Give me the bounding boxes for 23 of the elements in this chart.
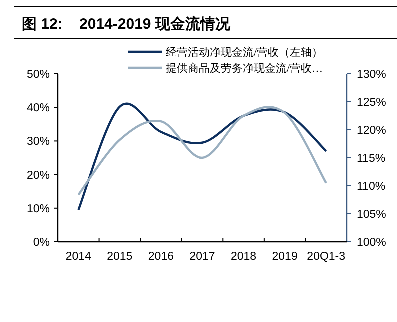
x-tick-label: 2015 [107,251,133,263]
y-tick-label: 30% [26,136,50,148]
y2-tick-label: 105% [357,209,386,221]
x-tick-label: 2018 [230,251,257,263]
y-tick-label: 10% [26,203,50,216]
y2-tick-label: 120% [357,125,386,137]
y2-tick-label: 110% [357,181,386,193]
chart-title: 图 12: 2014-2019 现金流情况 [22,15,232,33]
y-tick-label: 40% [26,102,50,115]
y2-tick-label: 115% [357,153,386,165]
x-tick-label: 2014 [66,251,92,263]
y2-tick-label: 100% [357,237,386,249]
legend-label: 经营活动净现金流/营收（左轴） [166,46,324,59]
y-tick-label: 50% [26,69,50,81]
y2-tick-label: 125% [357,97,386,109]
y2-tick-label: 130% [357,69,386,81]
y-tick-label: 20% [26,170,50,182]
x-tick-label: 2019 [272,251,298,263]
y-tick-label: 0% [33,237,50,249]
x-tick-label: 2016 [148,251,174,263]
x-tick-label: 20Q1-3 [307,251,346,263]
x-tick-label: 2017 [190,251,216,263]
legend-label: 提供商品及劳务净现金流/营收… [166,62,324,75]
